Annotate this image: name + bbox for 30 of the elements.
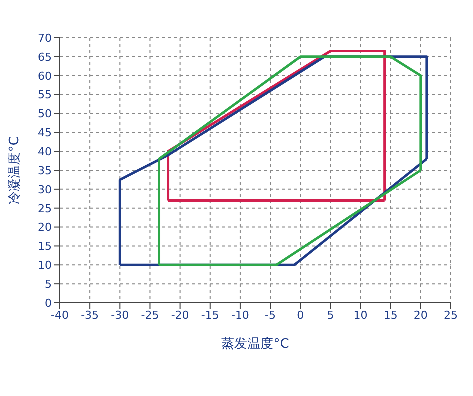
y-tick-label: 35 (38, 164, 52, 178)
x-tick-label: 0 (297, 308, 304, 322)
y-tick-label: 0 (45, 296, 52, 310)
x-tick-label: -40 (51, 308, 69, 322)
y-tick-label: 70 (38, 32, 52, 45)
x-tick-label: 25 (444, 308, 458, 322)
y-tick-label: 50 (38, 108, 52, 121)
x-tick-label: -10 (231, 308, 250, 322)
x-tick-label: -35 (81, 308, 100, 322)
y-tick-label: 20 (38, 221, 52, 234)
x-tick-label: -25 (141, 308, 160, 322)
y-tick-label: 15 (38, 240, 52, 254)
y-tick-label: 55 (38, 88, 52, 102)
x-tick-label: -20 (171, 308, 190, 322)
y-tick-label: 60 (38, 70, 52, 83)
y-tick-label: 40 (38, 145, 52, 158)
y-tick-label: 25 (38, 202, 52, 216)
x-tick-label: 5 (327, 308, 334, 322)
y-tick-label: 30 (38, 183, 52, 196)
x-tick-label: 15 (384, 308, 398, 322)
y-tick-label: 5 (45, 278, 52, 291)
x-tick-label: 10 (354, 308, 368, 322)
y-tick-label: 10 (38, 259, 52, 272)
y-tick-label: 45 (38, 126, 52, 140)
x-tick-label: -5 (265, 308, 276, 322)
y-tick-label: 65 (38, 50, 52, 64)
x-tick-label: -15 (201, 308, 220, 322)
x-tick-label: -30 (111, 308, 130, 322)
x-axis-title: 蒸发温度°C (222, 336, 290, 352)
x-tick-label: 20 (414, 308, 428, 322)
